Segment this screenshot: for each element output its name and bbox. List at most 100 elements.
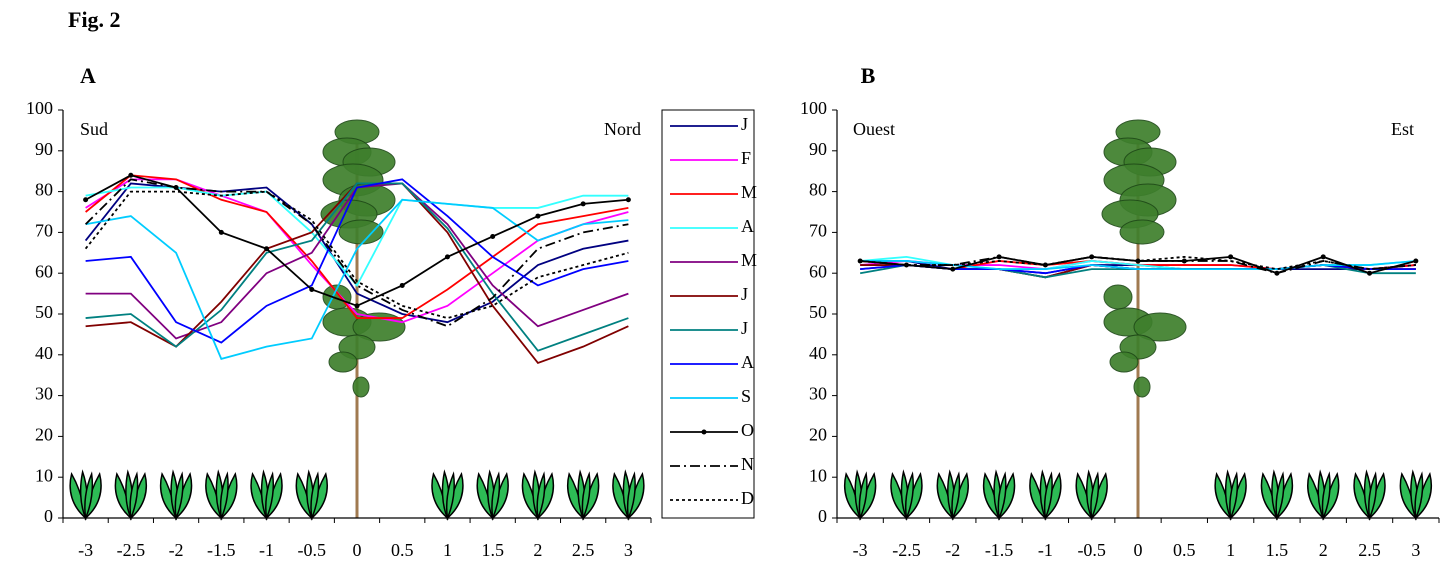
x-tick-label: 2.5 (1358, 540, 1381, 560)
tree-foliage (352, 376, 370, 398)
series-line (85, 174, 629, 319)
plant-leaf (219, 471, 229, 521)
y-tick-label: 50 (35, 302, 53, 322)
y-tick-label: 70 (809, 221, 827, 241)
x-tick-label: 1 (1226, 540, 1235, 560)
plant-leaf (626, 471, 636, 521)
plant-leaf (174, 471, 184, 521)
x-tick-label: 1.5 (1266, 540, 1289, 560)
series-line (860, 255, 1416, 275)
series-marker (264, 246, 270, 252)
plant-icon (431, 469, 464, 521)
series-marker (625, 197, 631, 203)
plant-leaf (84, 471, 94, 521)
x-tick-label: 0 (1134, 540, 1143, 560)
y-tick-label: 40 (809, 343, 827, 363)
legend-label: M (741, 182, 757, 202)
series-line (85, 178, 629, 344)
x-tick-label: -3 (78, 540, 93, 560)
plant-icon (612, 469, 645, 521)
series-marker (1089, 254, 1095, 260)
y-tick-label: 30 (35, 384, 53, 404)
plant-icon (1353, 469, 1386, 521)
plant-icon (159, 469, 193, 521)
plant-leaf (581, 471, 591, 521)
plant-leaf (951, 471, 961, 521)
x-tick-label: 3 (1411, 540, 1420, 560)
y-tick-label: 100 (800, 98, 827, 118)
x-tick-label: 1.5 (481, 540, 504, 560)
tree-foliage (328, 351, 358, 373)
x-tick-label: -2 (945, 540, 960, 560)
plant-leaf (1414, 471, 1424, 521)
legend-label: J (741, 318, 748, 338)
series-marker (580, 201, 586, 207)
plant-leaf (1229, 471, 1239, 521)
x-tick-label: -0.5 (298, 540, 327, 560)
y-tick-label: 80 (809, 180, 827, 200)
y-tick-label: 80 (35, 180, 53, 200)
x-tick-label: 0 (353, 540, 362, 560)
legend-label: O (741, 420, 754, 440)
x-tick-label: 2 (1319, 540, 1328, 560)
panel-title: B (861, 63, 876, 88)
legend-label: F (741, 148, 751, 168)
x-tick-label: -2.5 (117, 540, 146, 560)
legend-label: A (741, 216, 754, 236)
y-tick-label: 20 (35, 425, 53, 445)
plant-leaf (1368, 471, 1378, 521)
plant-icon (114, 469, 148, 521)
plant-leaf (536, 471, 546, 521)
y-tick-label: 40 (35, 343, 53, 363)
plant-icon (295, 469, 328, 521)
x-tick-label: 2.5 (572, 540, 595, 560)
plant-icon (890, 469, 923, 521)
plant-icon (1307, 469, 1340, 521)
x-tick-label: -2.5 (892, 540, 921, 560)
legend-marker (701, 429, 707, 435)
plant-leaf (310, 471, 320, 521)
series-marker (1367, 270, 1373, 276)
plant-icon (521, 469, 555, 521)
x-tick-label: -0.5 (1077, 540, 1106, 560)
x-tick-label: -1 (1038, 540, 1053, 560)
plant-icon (250, 469, 283, 521)
x-tick-label: 0.5 (1173, 540, 1196, 560)
legend-label: S (741, 386, 751, 406)
plant-icon (1260, 469, 1294, 521)
tree-foliage (1133, 376, 1151, 398)
series-marker (128, 172, 134, 178)
legend-label: A (741, 352, 754, 372)
x-tick-label: 0.5 (391, 540, 414, 560)
y-tick-label: 0 (818, 506, 827, 526)
y-tick-label: 90 (35, 139, 53, 159)
series-marker (444, 254, 450, 260)
y-tick-label: 30 (809, 384, 827, 404)
annotation: Ouest (853, 119, 895, 139)
tree-icon (320, 119, 406, 518)
series-line (84, 178, 629, 328)
y-tick-label: 100 (26, 98, 53, 118)
y-tick-label: 0 (44, 506, 53, 526)
plant-icon (566, 469, 600, 521)
legend-box (661, 109, 755, 519)
plant-leaf (858, 471, 868, 521)
series-line (85, 182, 629, 352)
plant-leaf (1321, 471, 1331, 521)
plant-icon (936, 469, 969, 521)
x-tick-label: -2 (169, 540, 184, 560)
legend-label: N (741, 454, 754, 474)
series-marker (354, 303, 360, 309)
series-marker (1320, 254, 1326, 260)
series-marker (950, 266, 956, 272)
annotation: Sud (80, 119, 108, 139)
series-marker (83, 197, 89, 203)
legend-label: J (741, 114, 748, 134)
legend-label: M (741, 250, 757, 270)
plant-icon (1214, 469, 1247, 521)
plant-leaf (997, 471, 1007, 521)
legend-label: J (741, 284, 748, 304)
